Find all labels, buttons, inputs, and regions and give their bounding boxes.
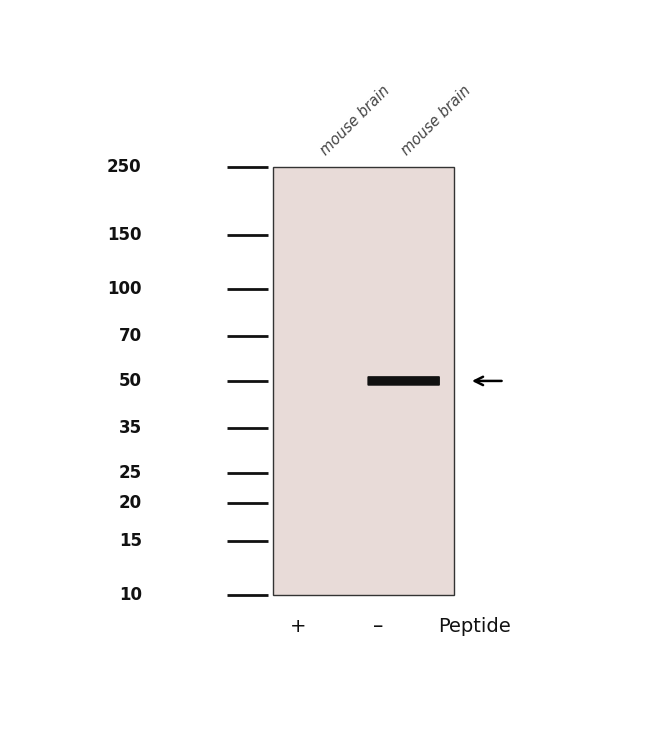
Text: mouse brain: mouse brain [398, 83, 474, 158]
Text: 150: 150 [107, 225, 142, 244]
Text: 250: 250 [107, 158, 142, 176]
Text: 100: 100 [107, 280, 142, 298]
Text: 70: 70 [118, 327, 142, 346]
FancyBboxPatch shape [367, 376, 440, 386]
Text: 15: 15 [119, 532, 142, 550]
Text: +: + [290, 616, 306, 635]
Text: 50: 50 [119, 372, 142, 390]
Bar [273, 167, 454, 595]
Text: mouse brain: mouse brain [318, 83, 393, 158]
Text: –: – [373, 616, 384, 636]
Text: 20: 20 [118, 494, 142, 512]
Text: Peptide: Peptide [438, 616, 510, 635]
Text: 10: 10 [119, 586, 142, 604]
Text: 35: 35 [118, 419, 142, 438]
Text: 25: 25 [118, 464, 142, 482]
